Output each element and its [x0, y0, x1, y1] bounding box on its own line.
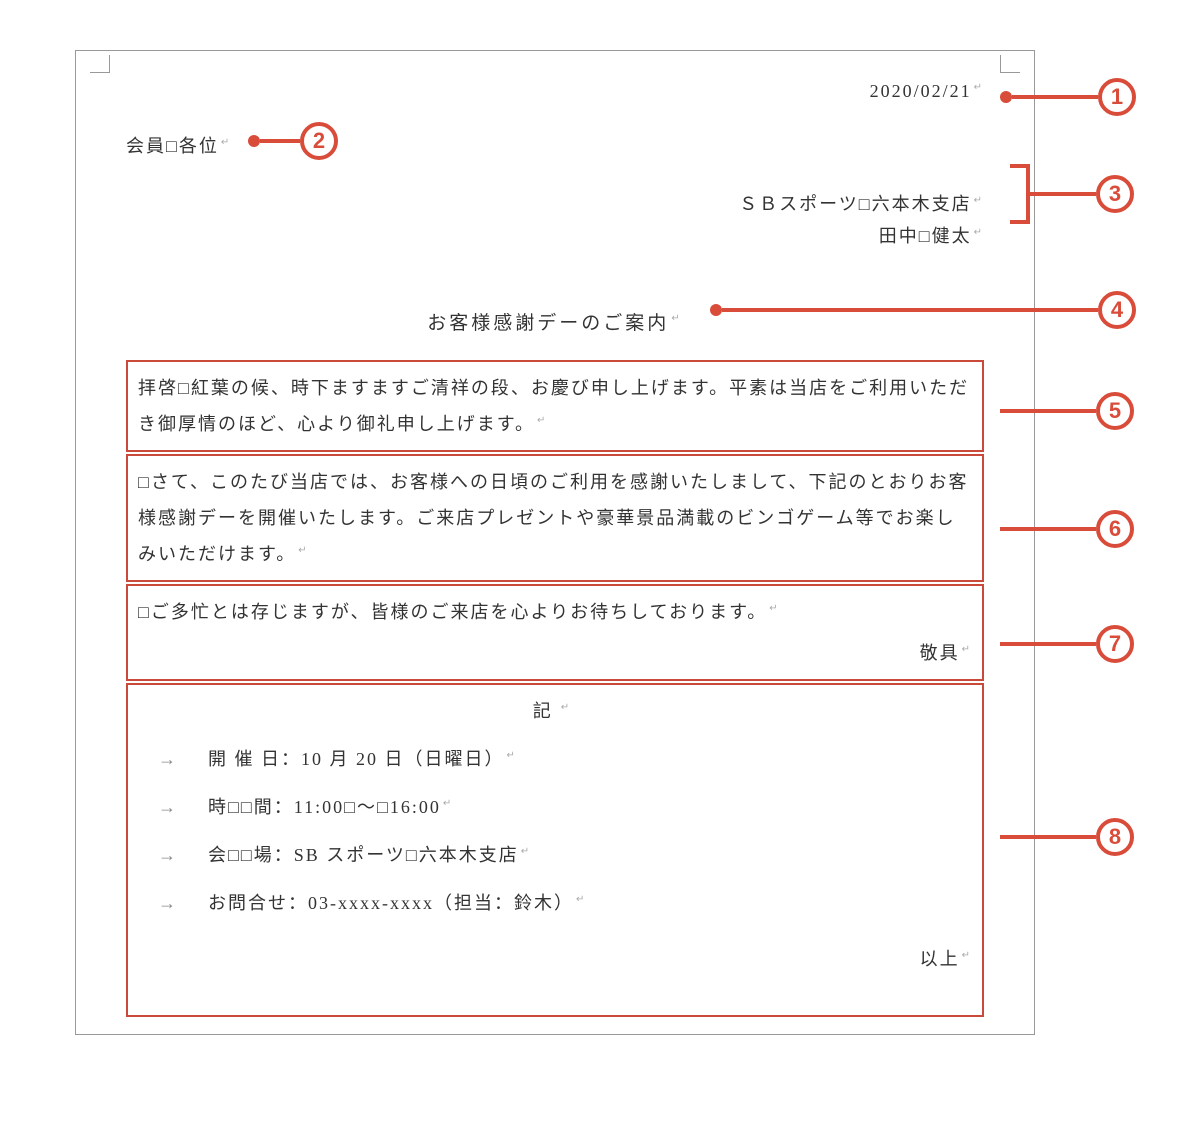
detail-row: → 時□□間： 11:00□～□16:00: [138, 789, 972, 825]
callout-line: [1000, 527, 1096, 531]
callout-3-bracket: [1010, 164, 1030, 224]
paragraph-1-box: 拝啓□紅葉の候、時下ますますご清祥の段、お慶び申し上げます。平素は当店をご利用い…: [126, 360, 984, 452]
callout-number: 2: [300, 122, 338, 160]
callout-5: 5: [1000, 392, 1134, 430]
detail-value: SB スポーツ□六本木支店: [294, 837, 531, 873]
callout-3: 3: [1096, 175, 1134, 213]
paragraph-1: 拝啓□紅葉の候、時下ますますご清祥の段、お慶び申し上げます。平素は当店をご利用い…: [138, 378, 969, 434]
callout-line: [1030, 192, 1096, 196]
callout-number: 1: [1098, 78, 1136, 116]
keigu: 敬具: [920, 643, 972, 663]
detail-row: → 会□□場： SB スポーツ□六本木支店: [138, 837, 972, 873]
callout-line: [722, 308, 1098, 312]
detail-row: → 開 催 日： 10 月 20 日（日曜日）: [138, 741, 972, 777]
paragraph-3: □ご多忙とは存じますが、皆様のご来店を心よりお待ちしております。: [138, 602, 780, 622]
callout-line: [260, 139, 300, 143]
callout-2: 2: [248, 122, 338, 160]
callout-6: 6: [1000, 510, 1134, 548]
arrow-icon: →: [158, 837, 208, 873]
title-text: お客様感謝デーのご案内: [427, 313, 682, 334]
callout-number: 5: [1096, 392, 1134, 430]
callout-4: 4: [710, 291, 1136, 329]
callout-7: 7: [1000, 625, 1134, 663]
details-box: 記 → 開 催 日： 10 月 20 日（日曜日） → 時□□間： 11:00□…: [126, 683, 984, 1017]
detail-row: → お問合せ： 03-xxxx-xxxx（担当：鈴木）: [138, 885, 972, 921]
ki-heading: 記: [533, 701, 577, 721]
arrow-icon: →: [158, 789, 208, 825]
callout-number: 7: [1096, 625, 1134, 663]
date-line: 2020/02/21: [126, 81, 984, 102]
callout-line: [1012, 95, 1098, 99]
callout-number: 8: [1096, 818, 1134, 856]
detail-label: 会□□場：: [208, 837, 294, 873]
callout-line: [1000, 409, 1096, 413]
sender-name: 田中□健太: [879, 226, 984, 246]
arrow-icon: →: [158, 741, 208, 777]
callout-line: [1000, 835, 1096, 839]
sender-company: ＳＢスポーツ□六本木支店: [739, 194, 984, 214]
detail-value: 10 月 20 日（日曜日）: [301, 741, 517, 777]
paragraph-2: □さて、このたび当店では、お客様への日頃のご利用を感謝いたしまして、下記のとおり…: [138, 472, 969, 564]
detail-label: お問合せ：: [208, 885, 308, 921]
callout-number: 3: [1096, 175, 1134, 213]
paragraph-2-box: □さて、このたび当店では、お客様への日頃のご利用を感謝いたしまして、下記のとおり…: [126, 454, 984, 582]
date-text: 2020/02/21: [870, 81, 984, 101]
callout-number: 6: [1096, 510, 1134, 548]
paragraph-3-box: □ご多忙とは存じますが、皆様のご来店を心よりお待ちしております。 敬具: [126, 584, 984, 681]
callout-line: [1000, 642, 1096, 646]
callout-number: 4: [1098, 291, 1136, 329]
detail-label: 時□□間：: [208, 789, 294, 825]
callout-dot-icon: [248, 135, 260, 147]
detail-value: 03-xxxx-xxxx（担当：鈴木）: [308, 885, 586, 921]
callout-8: 8: [1000, 818, 1134, 856]
callout-dot-icon: [710, 304, 722, 316]
ijou: 以上: [920, 949, 972, 969]
recipient-text: 会員□各位: [126, 136, 231, 156]
arrow-icon: →: [158, 885, 208, 921]
detail-value: 11:00□～□16:00: [294, 789, 453, 825]
detail-label: 開 催 日：: [208, 741, 301, 777]
callout-dot-icon: [1000, 91, 1012, 103]
business-letter-document: 2020/02/21 会員□各位 ＳＢスポーツ□六本木支店 田中□健太 お客様感…: [75, 50, 1035, 1035]
callout-1: 1: [1000, 78, 1136, 116]
sender-block: ＳＢスポーツ□六本木支店 田中□健太: [126, 188, 984, 253]
